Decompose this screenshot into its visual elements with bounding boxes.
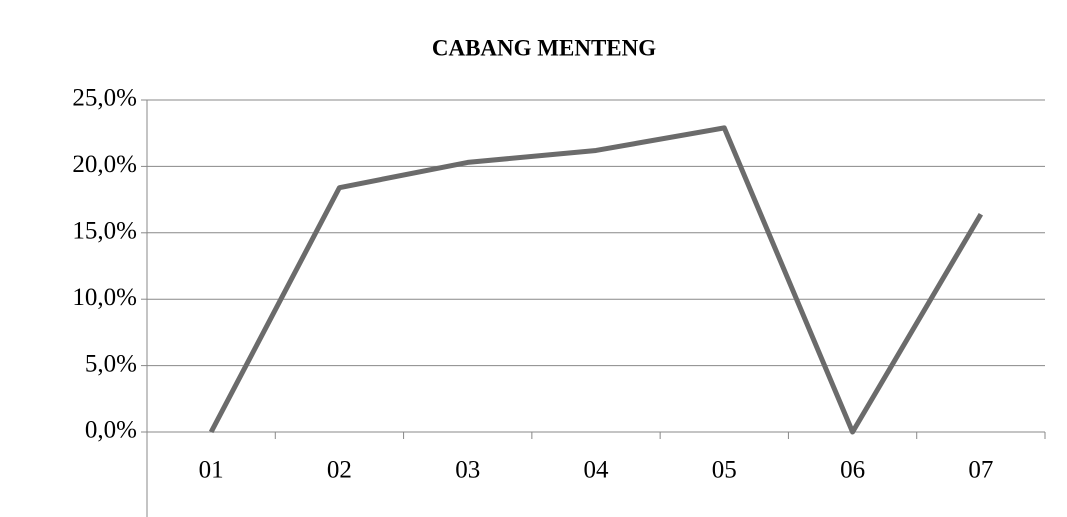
x-tick-label: 06 <box>840 457 865 484</box>
y-tick-label: 0,0% <box>85 417 137 444</box>
y-tick-label: 25,0% <box>72 85 137 112</box>
x-tick-label: 03 <box>455 457 480 484</box>
x-tick-label: 02 <box>327 457 352 484</box>
y-tick-label: 10,0% <box>72 284 137 311</box>
y-tick-label: 5,0% <box>85 350 137 377</box>
page: CABANG MENTENG 0,0% 5,0% 10,0% 15,0% 20,0% 25… <box>0 0 1067 517</box>
background <box>0 0 1067 517</box>
x-tick-label: 04 <box>584 457 610 484</box>
y-tick-label: 15,0% <box>72 218 137 245</box>
x-tick-label: 07 <box>968 457 993 484</box>
x-tick-label: 01 <box>199 457 224 484</box>
x-tick-label: 05 <box>712 457 737 484</box>
chart: CABANG MENTENG 0,0% 5,0% 10,0% 15,0% 20,0% 25… <box>0 0 1067 517</box>
y-tick-label: 20,0% <box>72 151 137 178</box>
chart-title: CABANG MENTENG <box>432 35 656 60</box>
